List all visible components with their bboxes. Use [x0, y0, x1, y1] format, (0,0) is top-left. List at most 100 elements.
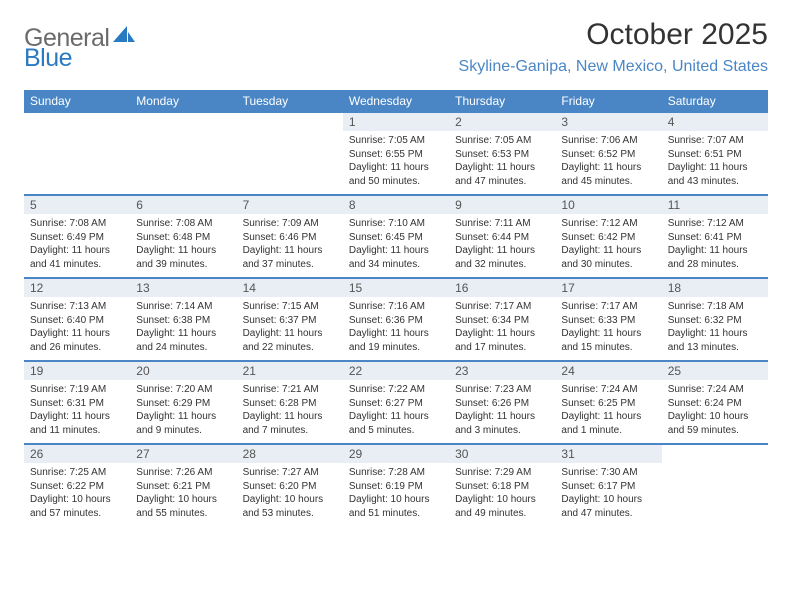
- day-body: Sunrise: 7:18 AMSunset: 6:32 PMDaylight:…: [662, 297, 768, 360]
- daylight2-text: and 47 minutes.: [561, 507, 655, 521]
- day-number: 5: [24, 196, 130, 214]
- daylight1-text: Daylight: 10 hours: [349, 493, 443, 507]
- day-number: 27: [130, 445, 236, 463]
- daylight2-text: and 28 minutes.: [668, 258, 762, 272]
- day-body: Sunrise: 7:20 AMSunset: 6:29 PMDaylight:…: [130, 380, 236, 443]
- daylight2-text: and 3 minutes.: [455, 424, 549, 438]
- day-body: Sunrise: 7:17 AMSunset: 6:33 PMDaylight:…: [555, 297, 661, 360]
- daylight2-text: and 41 minutes.: [30, 258, 124, 272]
- day-body: Sunrise: 7:19 AMSunset: 6:31 PMDaylight:…: [24, 380, 130, 443]
- daylight1-text: Daylight: 11 hours: [136, 410, 230, 424]
- daylight1-text: Daylight: 11 hours: [561, 244, 655, 258]
- sunrise-text: Sunrise: 7:24 AM: [668, 383, 762, 397]
- weekday-header: Saturday: [662, 90, 768, 112]
- calendar-day-cell: 26Sunrise: 7:25 AMSunset: 6:22 PMDayligh…: [24, 444, 130, 526]
- daylight1-text: Daylight: 10 hours: [561, 493, 655, 507]
- daylight1-text: Daylight: 11 hours: [668, 161, 762, 175]
- daylight2-text: and 55 minutes.: [136, 507, 230, 521]
- calendar-day-cell: 25Sunrise: 7:24 AMSunset: 6:24 PMDayligh…: [662, 361, 768, 444]
- daylight2-text: and 15 minutes.: [561, 341, 655, 355]
- calendar-day-cell: 20Sunrise: 7:20 AMSunset: 6:29 PMDayligh…: [130, 361, 236, 444]
- daylight1-text: Daylight: 11 hours: [349, 410, 443, 424]
- sunrise-text: Sunrise: 7:14 AM: [136, 300, 230, 314]
- daylight2-text: and 37 minutes.: [243, 258, 337, 272]
- calendar-week-row: 1Sunrise: 7:05 AMSunset: 6:55 PMDaylight…: [24, 112, 768, 195]
- day-body: Sunrise: 7:21 AMSunset: 6:28 PMDaylight:…: [237, 380, 343, 443]
- sunrise-text: Sunrise: 7:13 AM: [30, 300, 124, 314]
- daylight2-text: and 7 minutes.: [243, 424, 337, 438]
- sunset-text: Sunset: 6:31 PM: [30, 397, 124, 411]
- sunrise-text: Sunrise: 7:08 AM: [30, 217, 124, 231]
- day-number: 26: [24, 445, 130, 463]
- sunrise-text: Sunrise: 7:10 AM: [349, 217, 443, 231]
- sunrise-text: Sunrise: 7:07 AM: [668, 134, 762, 148]
- sunrise-text: Sunrise: 7:18 AM: [668, 300, 762, 314]
- daylight2-text: and 11 minutes.: [30, 424, 124, 438]
- calendar-page: General October 2025 Skyline-Ganipa, New…: [0, 0, 792, 612]
- day-number: 12: [24, 279, 130, 297]
- page-title: October 2025: [459, 18, 768, 52]
- day-body: Sunrise: 7:28 AMSunset: 6:19 PMDaylight:…: [343, 463, 449, 526]
- sunset-text: Sunset: 6:42 PM: [561, 231, 655, 245]
- sunrise-text: Sunrise: 7:19 AM: [30, 383, 124, 397]
- sunset-text: Sunset: 6:29 PM: [136, 397, 230, 411]
- calendar-day-cell: 17Sunrise: 7:17 AMSunset: 6:33 PMDayligh…: [555, 278, 661, 361]
- day-body: Sunrise: 7:12 AMSunset: 6:42 PMDaylight:…: [555, 214, 661, 277]
- day-number: 23: [449, 362, 555, 380]
- sunrise-text: Sunrise: 7:30 AM: [561, 466, 655, 480]
- daylight2-text: and 53 minutes.: [243, 507, 337, 521]
- day-body: Sunrise: 7:30 AMSunset: 6:17 PMDaylight:…: [555, 463, 661, 526]
- sunset-text: Sunset: 6:26 PM: [455, 397, 549, 411]
- day-number: 30: [449, 445, 555, 463]
- day-body: Sunrise: 7:08 AMSunset: 6:49 PMDaylight:…: [24, 214, 130, 277]
- daylight1-text: Daylight: 11 hours: [136, 327, 230, 341]
- sunset-text: Sunset: 6:55 PM: [349, 148, 443, 162]
- calendar-day-cell: 30Sunrise: 7:29 AMSunset: 6:18 PMDayligh…: [449, 444, 555, 526]
- brand-part2: Blue: [24, 44, 72, 72]
- sunrise-text: Sunrise: 7:05 AM: [455, 134, 549, 148]
- daylight1-text: Daylight: 10 hours: [455, 493, 549, 507]
- calendar-day-cell: 12Sunrise: 7:13 AMSunset: 6:40 PMDayligh…: [24, 278, 130, 361]
- calendar-day-cell: 21Sunrise: 7:21 AMSunset: 6:28 PMDayligh…: [237, 361, 343, 444]
- calendar-day-cell: [662, 444, 768, 526]
- calendar-day-cell: 14Sunrise: 7:15 AMSunset: 6:37 PMDayligh…: [237, 278, 343, 361]
- daylight2-text: and 19 minutes.: [349, 341, 443, 355]
- daylight2-text: and 24 minutes.: [136, 341, 230, 355]
- day-number: 16: [449, 279, 555, 297]
- day-number: 3: [555, 113, 661, 131]
- daylight1-text: Daylight: 11 hours: [349, 327, 443, 341]
- sunrise-text: Sunrise: 7:27 AM: [243, 466, 337, 480]
- calendar-day-cell: 1Sunrise: 7:05 AMSunset: 6:55 PMDaylight…: [343, 112, 449, 195]
- daylight2-text: and 50 minutes.: [349, 175, 443, 189]
- daylight2-text: and 13 minutes.: [668, 341, 762, 355]
- calendar-day-cell: 8Sunrise: 7:10 AMSunset: 6:45 PMDaylight…: [343, 195, 449, 278]
- sunrise-text: Sunrise: 7:15 AM: [243, 300, 337, 314]
- day-body: Sunrise: 7:09 AMSunset: 6:46 PMDaylight:…: [237, 214, 343, 277]
- daylight1-text: Daylight: 10 hours: [243, 493, 337, 507]
- daylight1-text: Daylight: 11 hours: [30, 327, 124, 341]
- day-number: 24: [555, 362, 661, 380]
- sunrise-text: Sunrise: 7:05 AM: [349, 134, 443, 148]
- sunset-text: Sunset: 6:28 PM: [243, 397, 337, 411]
- daylight1-text: Daylight: 11 hours: [668, 327, 762, 341]
- sunrise-text: Sunrise: 7:12 AM: [668, 217, 762, 231]
- sunset-text: Sunset: 6:27 PM: [349, 397, 443, 411]
- sunset-text: Sunset: 6:32 PM: [668, 314, 762, 328]
- day-number: 19: [24, 362, 130, 380]
- location-text: Skyline-Ganipa, New Mexico, United State…: [459, 58, 768, 76]
- daylight1-text: Daylight: 11 hours: [349, 244, 443, 258]
- weekday-header: Thursday: [449, 90, 555, 112]
- day-body: Sunrise: 7:17 AMSunset: 6:34 PMDaylight:…: [449, 297, 555, 360]
- day-body: Sunrise: 7:24 AMSunset: 6:25 PMDaylight:…: [555, 380, 661, 443]
- calendar-day-cell: 22Sunrise: 7:22 AMSunset: 6:27 PMDayligh…: [343, 361, 449, 444]
- sunrise-text: Sunrise: 7:20 AM: [136, 383, 230, 397]
- calendar-day-cell: 31Sunrise: 7:30 AMSunset: 6:17 PMDayligh…: [555, 444, 661, 526]
- sunset-text: Sunset: 6:49 PM: [30, 231, 124, 245]
- sunrise-text: Sunrise: 7:24 AM: [561, 383, 655, 397]
- calendar-day-cell: 2Sunrise: 7:05 AMSunset: 6:53 PMDaylight…: [449, 112, 555, 195]
- daylight1-text: Daylight: 11 hours: [136, 244, 230, 258]
- sunset-text: Sunset: 6:48 PM: [136, 231, 230, 245]
- sunset-text: Sunset: 6:21 PM: [136, 480, 230, 494]
- weekday-header: Monday: [130, 90, 236, 112]
- brand-part2-wrap: Blue: [24, 44, 72, 73]
